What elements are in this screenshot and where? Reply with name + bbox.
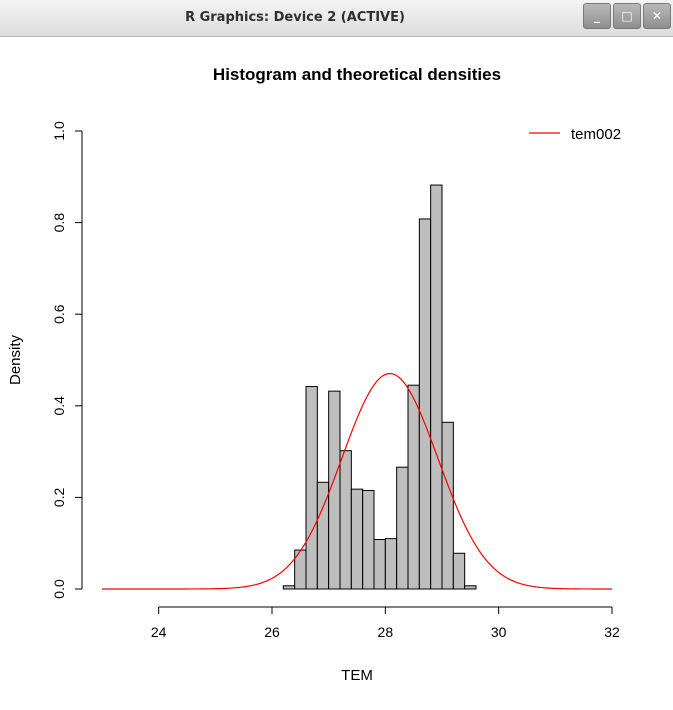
histogram-bar-0 [282, 585, 296, 590]
histogram-bar-15 [452, 552, 466, 590]
histogram-bar-11 [407, 384, 420, 590]
histogram-bar-10 [396, 466, 409, 590]
histogram-bar-13 [430, 184, 443, 590]
histogram-chart: Histogram and theoretical densities 24 26… [7, 65, 621, 684]
chart-title: Histogram and theoretical densities [213, 65, 501, 84]
y-tick-label-0: 0.0 [51, 579, 67, 599]
histogram-bar-14 [441, 421, 454, 590]
y-tick-label-2: 0.4 [51, 396, 67, 416]
histogram-bars [282, 184, 477, 590]
plot-area: Histogram and theoretical densities 24 26… [0, 37, 673, 706]
legend: tem002 [529, 126, 621, 143]
x-tick-label-0: 24 [151, 624, 167, 640]
y-tick-label-3: 0.6 [51, 304, 67, 324]
maximize-button[interactable]: □ [613, 3, 641, 29]
histogram-bar-12 [418, 218, 432, 590]
histogram-bar-9 [384, 538, 398, 590]
minimize-button[interactable]: _ [583, 3, 611, 29]
x-tick-label-4: 32 [604, 624, 620, 640]
window-titlebar[interactable]: R Graphics: Device 2 (ACTIVE) _ □ ✕ [0, 0, 673, 37]
y-tick-label-5: 1.0 [51, 121, 67, 141]
histogram-bar-7 [362, 490, 375, 590]
window-controls: _ □ ✕ [581, 0, 673, 32]
y-tick-label-4: 0.8 [51, 213, 67, 233]
histogram-bar-16 [464, 585, 477, 590]
x-tick-label-3: 30 [491, 624, 507, 640]
window-title: R Graphics: Device 2 (ACTIVE) [185, 10, 405, 25]
histogram-bar-6 [350, 488, 364, 590]
x-tick-label-1: 26 [264, 624, 280, 640]
y-tick-label-1: 0.2 [51, 487, 67, 507]
legend-label-tem002: tem002 [571, 126, 621, 143]
histogram-bar-2 [305, 386, 318, 590]
x-tick-label-2: 28 [378, 624, 394, 640]
close-button[interactable]: ✕ [643, 3, 671, 29]
histogram-bar-5 [339, 450, 352, 590]
x-axis: 24 26 28 30 32 [151, 606, 620, 640]
density-curve-tem002 [102, 372, 613, 590]
x-axis-label: TEM [341, 667, 373, 684]
histogram-bar-8 [373, 539, 386, 590]
y-axis: 0.0 0.2 0.4 0.6 0.8 1.0 [51, 121, 83, 599]
y-axis-label: Density [7, 334, 24, 385]
